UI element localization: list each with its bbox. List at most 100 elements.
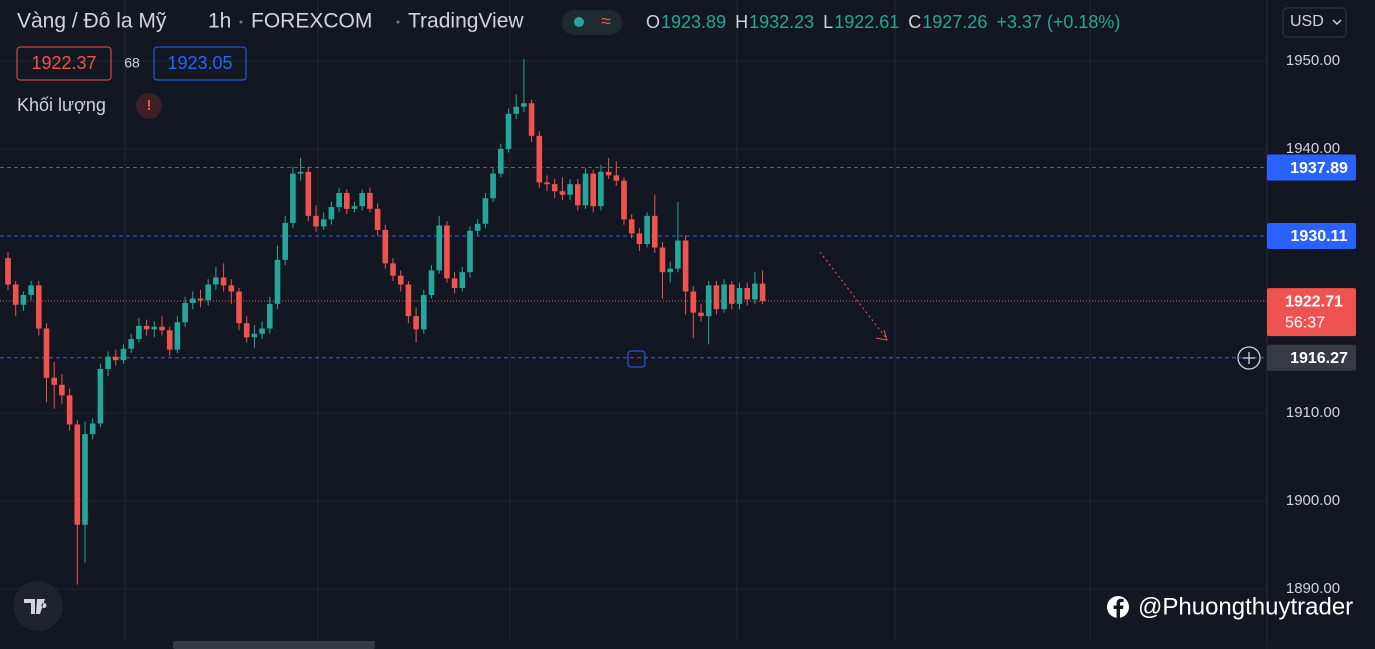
candle-body xyxy=(382,229,389,264)
candle-body xyxy=(675,240,681,269)
candle-body xyxy=(297,171,304,174)
ohlc-legend: O 1923.89 H 1932.23 L 1922.61 C 1927.26 +3.37 (+… xyxy=(646,12,1120,32)
status-pill[interactable] xyxy=(562,10,622,35)
candle-body xyxy=(413,316,419,330)
candle-body xyxy=(705,285,712,317)
candle-body xyxy=(459,272,466,289)
candle-body xyxy=(575,184,581,206)
candle-body xyxy=(628,219,635,234)
candle-body xyxy=(521,103,527,107)
candle-body xyxy=(290,173,296,223)
currency-button[interactable] xyxy=(1282,7,1347,38)
status-icon: ≈ xyxy=(601,11,611,31)
candle-body xyxy=(498,148,504,174)
candle-body xyxy=(405,284,412,317)
candle-body xyxy=(721,284,727,310)
bid-box[interactable] xyxy=(16,46,112,81)
candle-body xyxy=(397,275,404,285)
bid: 1922.37 xyxy=(31,53,96,73)
symbol: Vàng / Đô la Mỹ xyxy=(17,10,167,33)
candle-body xyxy=(474,223,481,231)
candle-body xyxy=(744,288,750,300)
candle-body xyxy=(251,333,258,338)
legend-key: L xyxy=(823,12,833,32)
currency: USD xyxy=(1290,13,1324,30)
candle-body xyxy=(274,259,281,304)
candle-body xyxy=(82,434,88,525)
plus-icon xyxy=(1243,352,1255,364)
legend-key: C xyxy=(908,12,921,32)
legend-key: H xyxy=(735,12,748,32)
legend-value: 1922.61 xyxy=(834,12,899,32)
candle-body xyxy=(390,263,396,276)
trend-arrow xyxy=(819,251,887,339)
anchor-handle[interactable] xyxy=(627,350,646,368)
candle-body xyxy=(51,377,57,385)
candle-body xyxy=(698,312,704,317)
y-tick-label: 1910.00 xyxy=(1286,404,1340,421)
candle-body xyxy=(66,395,73,425)
source: TradingView xyxy=(408,10,524,33)
candle-body xyxy=(729,284,735,304)
candle-body xyxy=(598,171,604,207)
price-axis: 1950.00 1940.00 1910.00 1900.00 1890.00 1937.… xyxy=(1267,52,1356,597)
price-line-tag xyxy=(1267,154,1356,181)
arrow-head xyxy=(875,329,888,341)
spread: 68 xyxy=(124,55,140,71)
candle-body xyxy=(336,192,342,208)
candle-body xyxy=(367,192,373,209)
candle-body xyxy=(74,424,81,525)
separator xyxy=(396,20,400,24)
candle-body xyxy=(97,368,104,424)
vertical-grid xyxy=(124,0,1091,640)
legend-value: 1927.26 xyxy=(922,12,987,32)
y-tick-label: 1900.00 xyxy=(1286,492,1340,509)
watermark: @Phuongthuytrader xyxy=(1138,593,1353,620)
candle-body xyxy=(482,198,489,224)
warning-icon[interactable] xyxy=(136,93,162,119)
candle-body xyxy=(89,423,96,435)
price-line-tag xyxy=(1267,344,1356,371)
exchange: FOREXCOM xyxy=(251,10,372,33)
candle-body xyxy=(559,191,566,195)
y-tick-label: 1890.00 xyxy=(1286,580,1340,597)
candle-body xyxy=(551,184,558,192)
candle-body xyxy=(652,215,658,248)
interval: 1h xyxy=(208,10,231,33)
candle-body xyxy=(605,171,612,176)
candle-body xyxy=(567,184,573,195)
candle-body xyxy=(12,284,19,305)
candle-body xyxy=(105,356,111,369)
candle-body xyxy=(113,356,119,361)
add-button[interactable] xyxy=(1237,346,1261,370)
candle-body xyxy=(344,192,350,209)
candle-body xyxy=(174,322,181,350)
y-tick-label: 1940.00 xyxy=(1286,140,1340,157)
legend-value: 1932.23 xyxy=(749,12,814,32)
ask-box[interactable] xyxy=(153,46,247,81)
candle-body xyxy=(220,277,227,286)
candle-body xyxy=(513,106,519,114)
candles xyxy=(5,59,766,585)
scrollbar-thumb[interactable] xyxy=(173,641,375,649)
status-dot xyxy=(574,17,584,27)
legend-key: O xyxy=(646,12,660,32)
candle-body xyxy=(636,233,643,245)
candle-body xyxy=(528,103,535,136)
candle-body xyxy=(544,182,550,185)
candle-body xyxy=(590,173,596,207)
candle-body xyxy=(467,230,473,273)
candle-body xyxy=(20,295,27,305)
candle-body xyxy=(5,258,11,285)
candle-body xyxy=(759,283,766,302)
candle-body xyxy=(505,113,512,149)
candle-body xyxy=(536,135,543,183)
candle-body xyxy=(444,225,450,279)
warning-mark: ! xyxy=(147,97,152,114)
countdown: 56:37 xyxy=(1285,314,1325,331)
candle-body xyxy=(166,330,173,350)
candle-body xyxy=(190,298,196,303)
separator xyxy=(239,20,243,24)
